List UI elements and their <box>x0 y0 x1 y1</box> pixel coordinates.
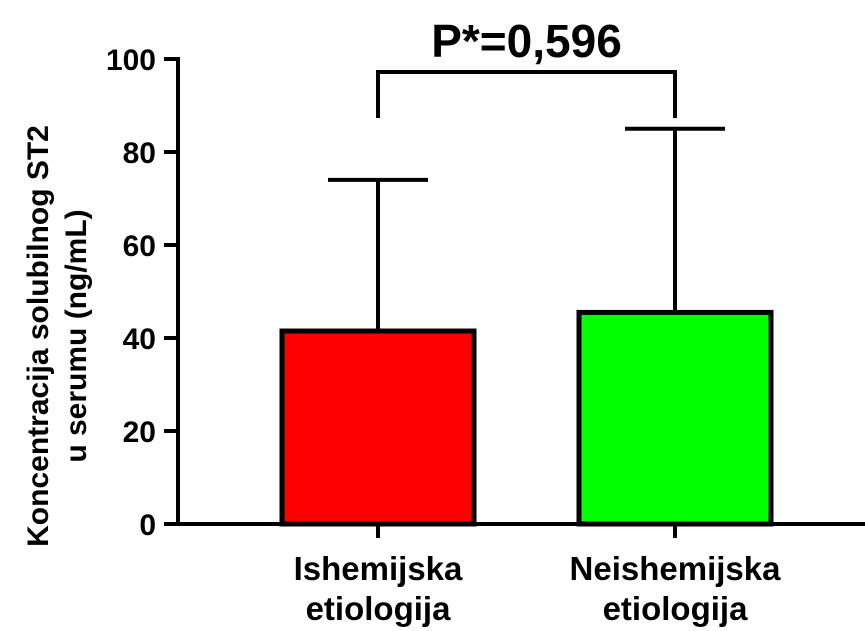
p-value-label: P*=0,596 <box>431 15 622 67</box>
bar-0 <box>279 328 477 527</box>
x-category-label-0-line-1: etiologija <box>306 590 451 627</box>
significance-bracket <box>376 70 677 118</box>
x-axis: IshemijskaetiologijaNeishemijskaetiologi… <box>176 522 865 627</box>
bar-1 <box>576 309 774 527</box>
y-tick-label-1: 20 <box>123 416 156 449</box>
y-axis-label-line-1: Koncentracija solubilnog ST2 <box>22 125 55 547</box>
x-category-label-1-line-0: Neishemijska <box>570 550 782 587</box>
x-category-label-0-line-0: Ishemijska <box>294 550 463 587</box>
y-tick-label-3: 60 <box>123 230 156 263</box>
bars-group <box>279 309 774 527</box>
y-tick-label-0: 0 <box>139 509 156 542</box>
y-axis-label: Koncentracija solubilnog ST2 u serumu (n… <box>22 125 93 547</box>
y-axis: 0 20 40 60 80 100 <box>106 44 180 542</box>
x-category-label-1-line-1: etiologija <box>603 590 748 627</box>
error-bars-group <box>328 126 725 332</box>
significance-annotation: P*=0,596 <box>376 15 677 118</box>
y-axis-label-line-2: u serumu (ng/mL) <box>60 209 93 462</box>
y-tick-label-2: 40 <box>123 323 156 356</box>
y-tick-label-4: 80 <box>123 137 156 170</box>
y-tick-label-5: 100 <box>106 44 156 77</box>
